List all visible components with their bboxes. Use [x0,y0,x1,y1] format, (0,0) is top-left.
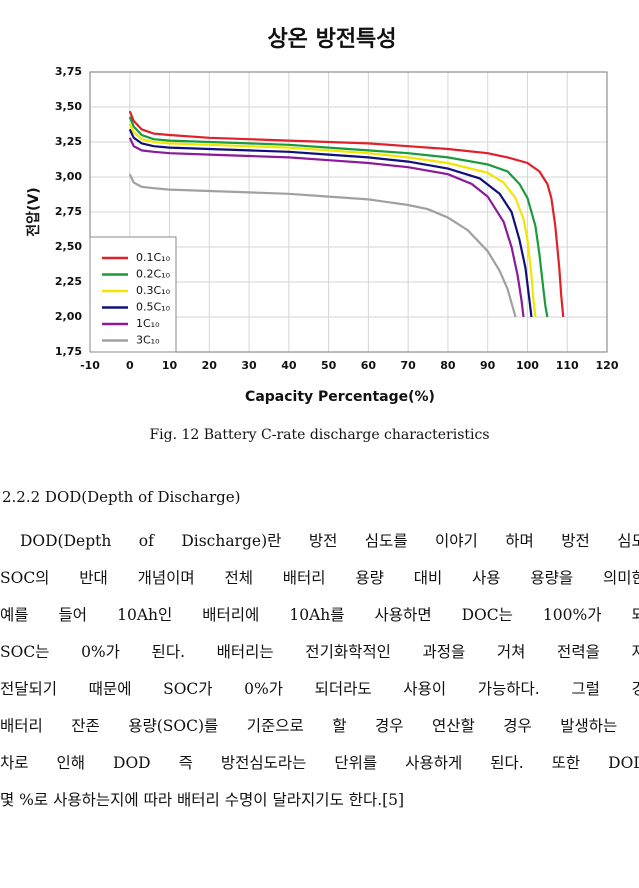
x-tick-label: 0 [126,359,134,372]
y-tick-label: 1,75 [55,345,82,358]
x-axis-title: Capacity Percentage(%) [245,389,435,405]
legend-label: 1C₁₀ [136,317,160,330]
paragraph: DOD(Depth of Discharge)란 방전 심도를 이야기 하며 방… [0,528,639,824]
figure-caption: Fig. 12 Battery C-rate discharge charact… [149,427,490,443]
x-tick-label: 120 [596,359,619,372]
series-line [128,173,517,318]
series-line [128,128,533,318]
text-line: 배터리 잔존 용량(SOC)를 기준으로 할 경우 연산할 경우 발생하는 오 [0,717,639,735]
legend-label: 0.3C₁₀ [136,284,171,297]
x-tick-label: 50 [321,359,337,372]
series-line [128,116,549,318]
y-tick-label: 2,00 [55,310,82,323]
chart: 상온 방전특성 전압(V) Capacity Percentage(%) 1,7… [25,27,619,405]
text-line: 차로 인해 DOD 즉 방전심도라는 단위를 사용하게 된다. 또한 DOD를 [0,754,639,772]
legend-label: 0.2C₁₀ [136,268,171,281]
x-tick-label: 20 [202,359,218,372]
text-line: SOC는 0%가 된다. 배터리는 전기화학적인 과정을 거쳐 전력을 저장 [0,643,639,661]
series-line [128,110,565,318]
legend-box [89,236,177,353]
y-axis-title: 전압(V) [25,187,42,236]
x-tick-label: 90 [480,359,496,372]
x-tick-label: 30 [241,359,257,372]
series-line [128,123,537,318]
text-line: 전달되기 때문에 SOC가 0%가 되더라도 사용이 가능하다. 그럴 경우 [0,680,639,698]
legend-label: 0.5C₁₀ [136,301,171,314]
x-tick-label: -10 [80,359,100,372]
plot-frame [89,71,608,353]
x-tick-label: 110 [556,359,579,372]
x-tick-label: 70 [400,359,416,372]
y-tick-label: 3,50 [55,100,82,113]
y-tick-label: 2,25 [55,275,82,288]
y-tick-label: 2,75 [55,205,82,218]
x-tick-label: 60 [361,359,377,372]
text-line: DOD(Depth of Discharge)란 방전 심도를 이야기 하며 방… [20,532,639,550]
x-tick-label: 40 [281,359,297,372]
y-tick-label: 3,25 [55,135,82,148]
text-line: 몇 %로 사용하는지에 따라 배터리 수명이 달라지기도 한다.[5] [0,791,405,809]
legend-label: 0.1C₁₀ [136,251,171,264]
y-tick-label: 3,75 [55,65,82,78]
series-line [128,137,525,318]
legend-label: 3C₁₀ [136,334,160,347]
y-tick-label: 2,50 [55,240,82,253]
x-tick-label: 100 [516,359,539,372]
chart-title: 상온 방전특성 [267,27,396,52]
text-line: 예를 들어 10Ah인 배터리에 10Ah를 사용하면 DOC는 100%가 되… [0,606,639,624]
text-line: SOC의 반대 개념이며 전체 배터리 용량 대비 사용 용량을 의미한다 [0,569,639,587]
y-tick-label: 3,00 [55,170,82,183]
x-tick-label: 80 [440,359,456,372]
section-heading: 2.2.2 DOD(Depth of Discharge) [2,488,241,506]
x-tick-label: 10 [162,359,178,372]
